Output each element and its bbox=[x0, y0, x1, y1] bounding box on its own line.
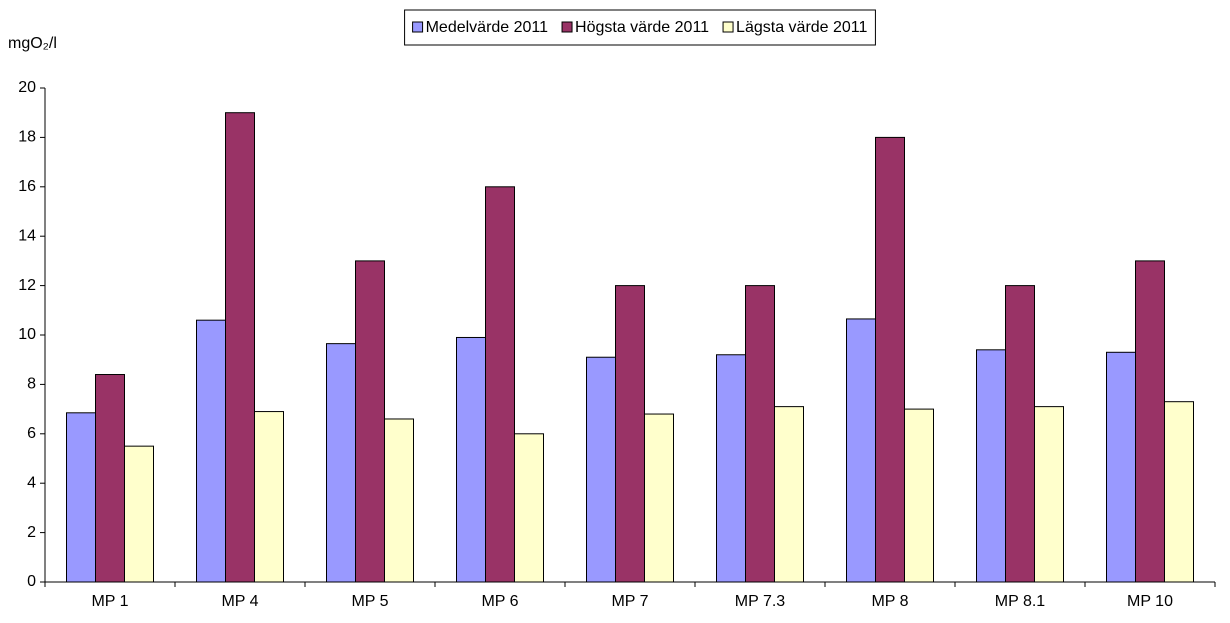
legend-swatch bbox=[722, 21, 734, 33]
y-tick-label: 0 bbox=[27, 573, 36, 590]
bar bbox=[95, 374, 125, 583]
bar bbox=[586, 356, 616, 583]
bar bbox=[384, 418, 414, 583]
x-tick-label: MP 6 bbox=[481, 593, 518, 610]
bar bbox=[124, 445, 154, 583]
bar bbox=[1005, 285, 1035, 583]
y-tick-label: 12 bbox=[18, 277, 36, 294]
x-tick-label: MP 4 bbox=[221, 593, 258, 610]
x-tick-label: MP 7 bbox=[611, 593, 648, 610]
bar bbox=[774, 406, 804, 583]
bar bbox=[254, 411, 284, 583]
legend-label: Lägsta värde 2011 bbox=[736, 19, 867, 36]
x-tick-label: MP 7.3 bbox=[735, 593, 786, 610]
bar bbox=[904, 408, 934, 583]
y-tick-label: 10 bbox=[18, 326, 36, 343]
bar bbox=[846, 318, 876, 583]
bar bbox=[1106, 351, 1136, 583]
bar bbox=[485, 186, 515, 583]
legend-box bbox=[404, 9, 876, 46]
legend-label: Medelvärde 2011 bbox=[426, 19, 549, 36]
legend-label: Högsta värde 2011 bbox=[575, 19, 709, 36]
x-tick-label: MP 1 bbox=[91, 593, 128, 610]
bar bbox=[456, 336, 486, 583]
legend-swatch bbox=[412, 21, 424, 33]
y-tick-label: 6 bbox=[27, 425, 36, 442]
bar bbox=[355, 260, 385, 583]
x-tick-label: MP 8.1 bbox=[995, 593, 1046, 610]
legend: Medelvärde 2011 Högsta värde 2011 Lägsta v… bbox=[404, 9, 876, 46]
bar bbox=[1135, 260, 1165, 583]
bar bbox=[1164, 401, 1194, 583]
legend-swatch bbox=[561, 21, 573, 33]
y-tick-label: 18 bbox=[18, 129, 36, 146]
bar bbox=[196, 319, 226, 583]
y-tick-label: 2 bbox=[27, 524, 36, 541]
bar bbox=[225, 112, 255, 583]
y-tick-label: 4 bbox=[27, 474, 36, 491]
bar bbox=[1034, 406, 1064, 583]
x-tick-label: MP 5 bbox=[351, 593, 388, 610]
x-tick-label: MP 10 bbox=[1127, 593, 1173, 610]
bar bbox=[875, 136, 905, 583]
bar bbox=[976, 349, 1006, 583]
y-tick-label: 14 bbox=[18, 227, 36, 244]
bar bbox=[326, 343, 356, 583]
bar bbox=[716, 354, 746, 583]
y-tick-label: 16 bbox=[18, 178, 36, 195]
bar bbox=[615, 285, 645, 583]
x-tick-label: MP 8 bbox=[871, 593, 908, 610]
y-axis-label: mgO₂/l bbox=[8, 35, 57, 52]
bar bbox=[745, 285, 775, 583]
bar bbox=[644, 413, 674, 583]
y-tick-label: 8 bbox=[27, 376, 36, 393]
bar bbox=[66, 412, 96, 583]
bar bbox=[514, 433, 544, 583]
y-tick-label: 20 bbox=[18, 79, 36, 96]
